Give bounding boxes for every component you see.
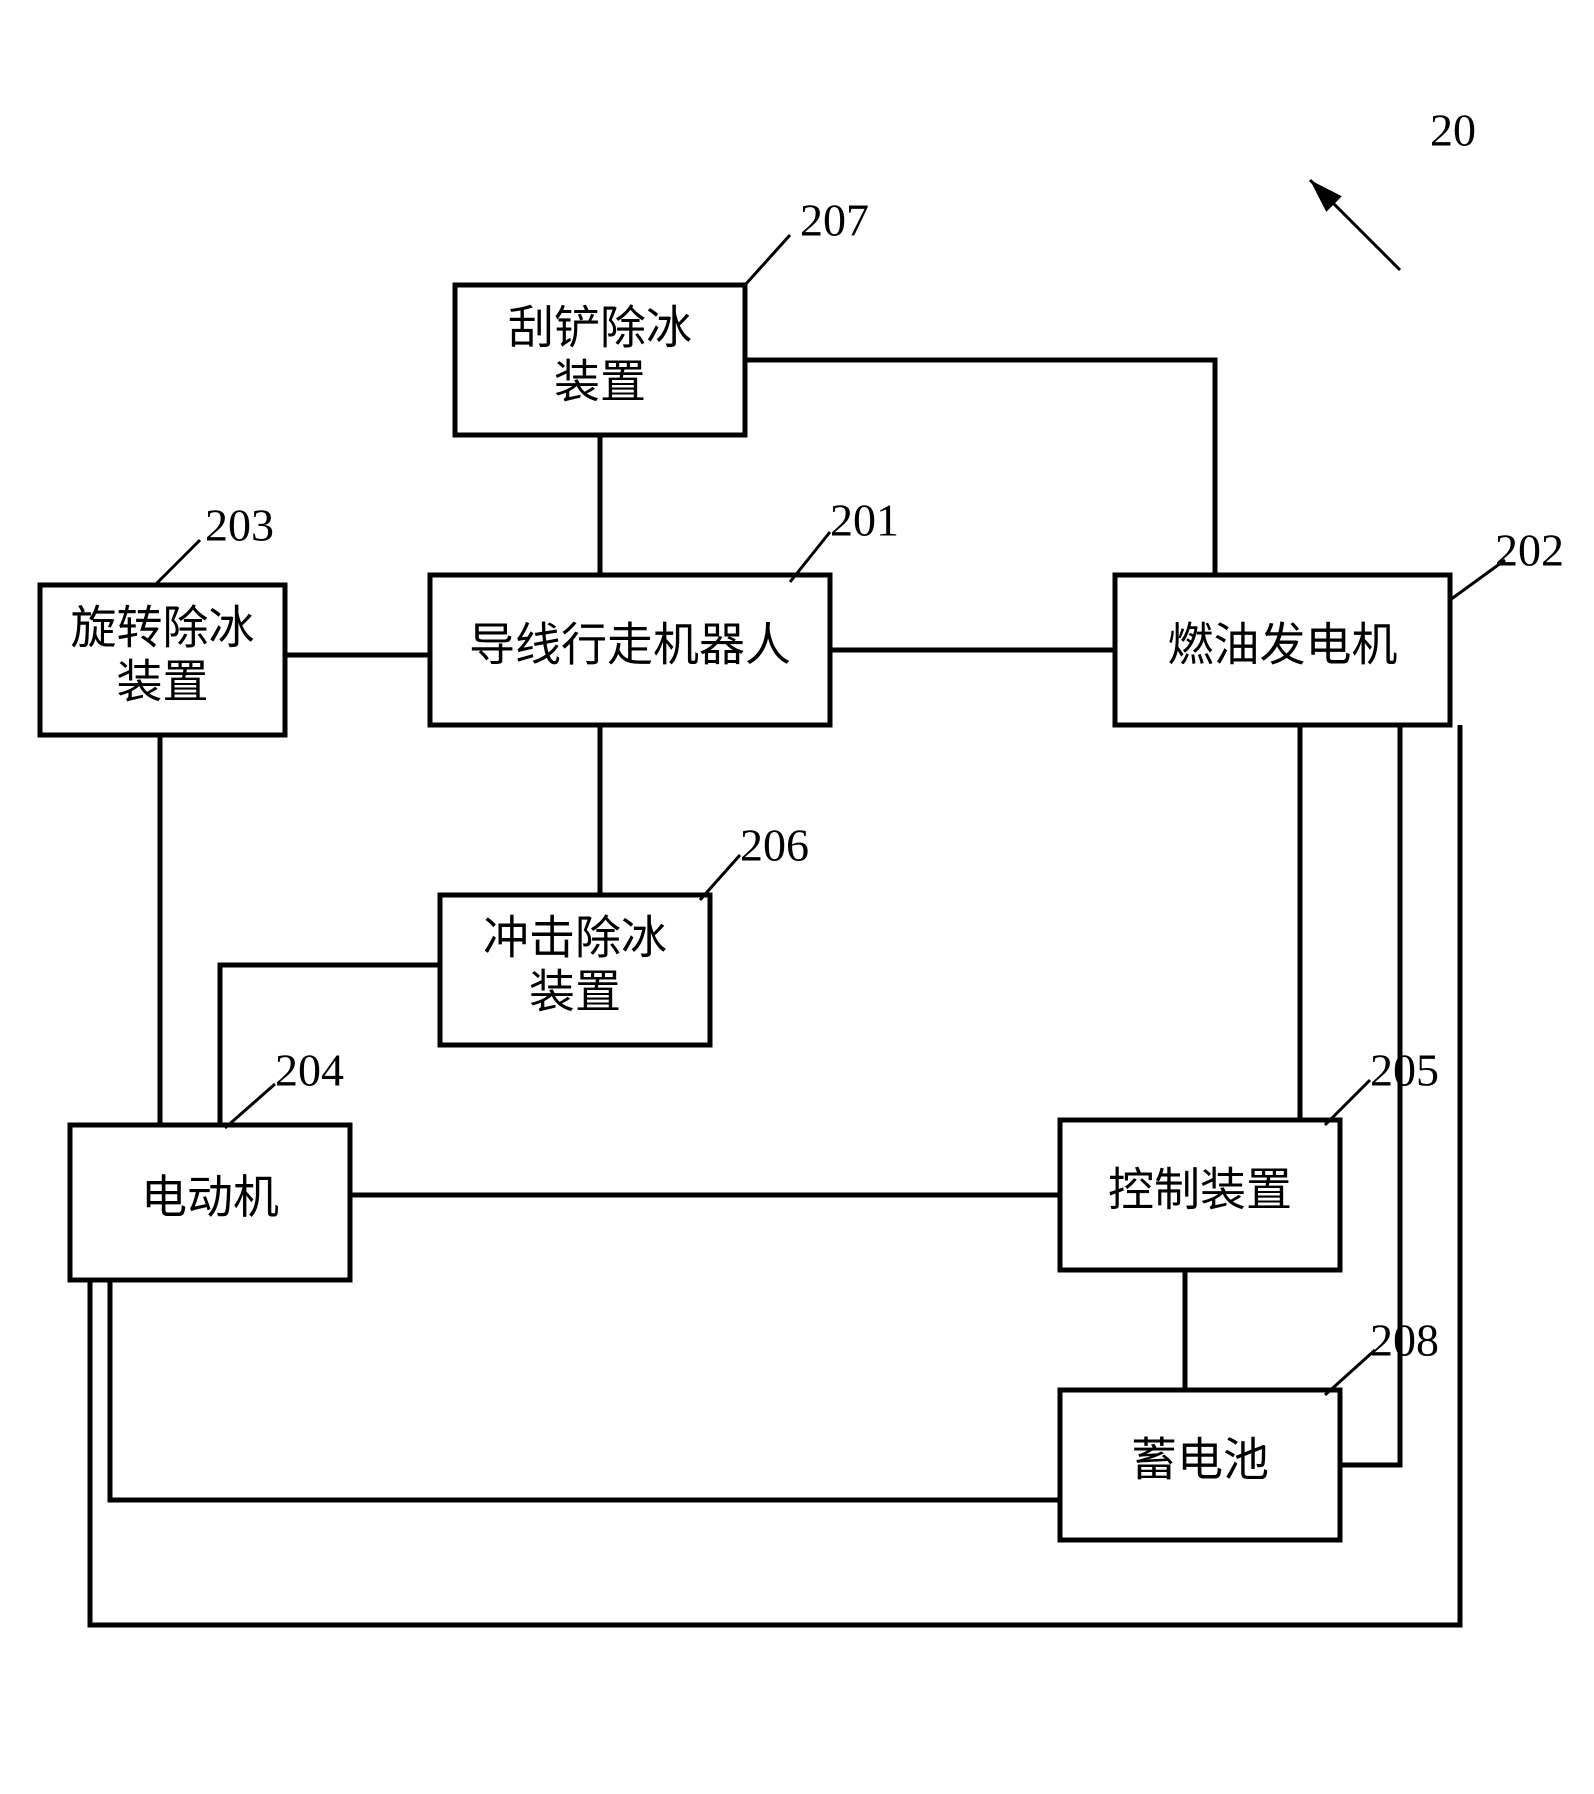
node-label: 装置 xyxy=(529,967,621,1018)
node-label: 装置 xyxy=(554,357,646,408)
node-label: 旋转除冰 xyxy=(71,603,255,654)
node-number: 207 xyxy=(800,195,869,246)
block-diagram: 刮铲除冰装置207导线行走机器人201旋转除冰装置203燃油发电机202冲击除冰… xyxy=(0,0,1594,1794)
system-label: 20 xyxy=(1430,105,1476,156)
node-number: 208 xyxy=(1370,1315,1439,1366)
node-number: 206 xyxy=(740,820,809,871)
node-label: 电动机 xyxy=(141,1172,279,1223)
node-label: 蓄电池 xyxy=(1131,1435,1269,1486)
node-label: 控制装置 xyxy=(1108,1165,1292,1216)
node-label: 导线行走机器人 xyxy=(469,620,791,671)
node-number: 203 xyxy=(205,500,274,551)
node-number: 202 xyxy=(1495,525,1564,576)
node-number: 204 xyxy=(275,1045,344,1096)
node-label: 刮铲除冰 xyxy=(508,303,692,354)
node-number: 205 xyxy=(1370,1045,1439,1096)
node-label: 冲击除冰 xyxy=(483,913,667,964)
node-label: 燃油发电机 xyxy=(1168,620,1398,671)
node-label: 装置 xyxy=(117,657,209,708)
node-number: 201 xyxy=(830,495,899,546)
